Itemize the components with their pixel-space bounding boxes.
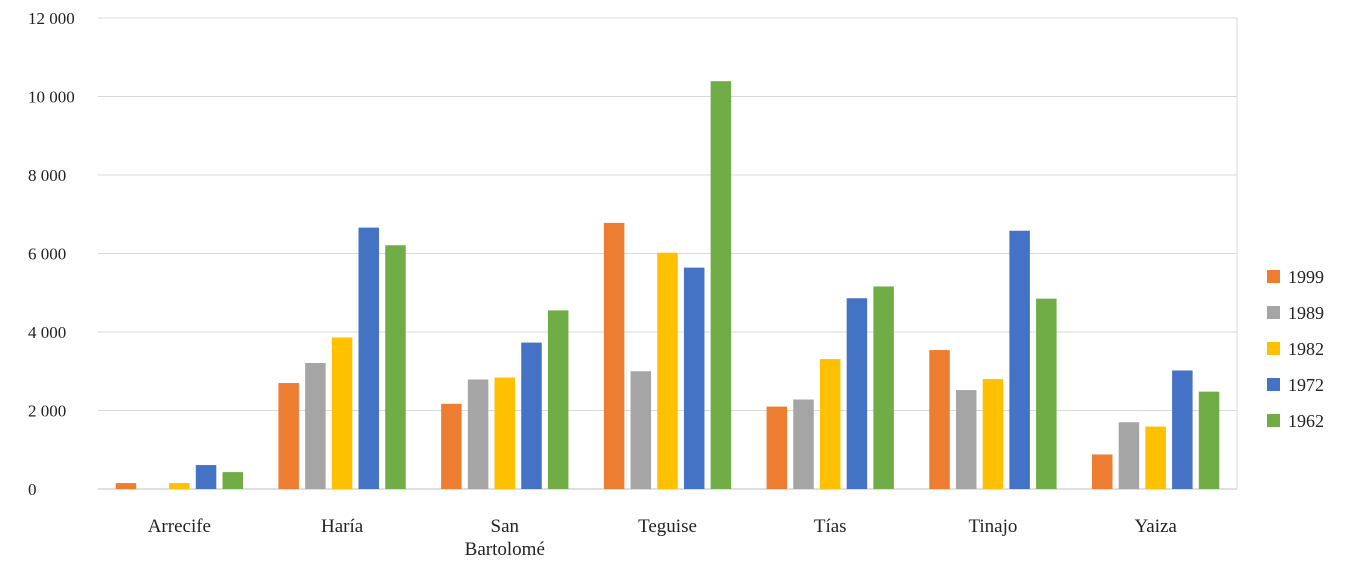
- bar: [1172, 370, 1193, 489]
- bar: [1145, 426, 1166, 489]
- bar: [331, 337, 353, 489]
- x-category-label: San: [491, 516, 520, 537]
- bar: [1009, 230, 1030, 490]
- y-tick-label: 6 000: [28, 245, 66, 264]
- y-tick-label: 4 000: [28, 323, 66, 342]
- legend-label: 1972: [1288, 375, 1324, 395]
- bar: [305, 363, 326, 489]
- x-category-label: Arrecife: [148, 516, 211, 537]
- x-category-label: Tinajo: [968, 516, 1017, 537]
- bar: [657, 252, 678, 489]
- y-tick-label: 0: [28, 480, 37, 499]
- bar: [547, 310, 569, 489]
- y-tick-label: 10 000: [28, 88, 75, 107]
- bar: [766, 406, 788, 489]
- legend-swatch: [1267, 306, 1280, 319]
- bars: [115, 81, 1220, 490]
- bar: [630, 371, 652, 489]
- bar: [710, 81, 732, 489]
- y-tick-label: 8 000: [28, 166, 66, 185]
- bar: [494, 377, 516, 489]
- bar: [1118, 422, 1140, 489]
- bar: [603, 222, 625, 489]
- bar: [441, 403, 462, 489]
- legend-label: 1999: [1288, 267, 1324, 287]
- bar: [385, 245, 406, 489]
- bar: [683, 267, 705, 489]
- bar: [195, 465, 217, 489]
- bar: [278, 383, 299, 489]
- x-category-label: Bartolomé: [465, 539, 545, 560]
- bar: [819, 359, 841, 489]
- legend-label: 1989: [1288, 303, 1324, 323]
- bar: [1091, 454, 1113, 489]
- y-tick-label: 2 000: [28, 402, 66, 421]
- bar: [467, 379, 489, 489]
- legend: 1999 1989 1982 1972 1962: [1267, 267, 1324, 431]
- bar: [793, 399, 814, 489]
- legend-swatch: [1267, 342, 1280, 355]
- legend-swatch: [1267, 414, 1280, 427]
- bar: [955, 390, 977, 489]
- bar: [1198, 391, 1220, 489]
- bar: [1036, 298, 1057, 489]
- x-category-label: Tías: [814, 516, 847, 537]
- legend-swatch: [1267, 378, 1280, 391]
- y-axis-ticks: 0 2 000 4 000 6 000 8 000 10 000 12 000: [28, 9, 75, 499]
- bar: [873, 286, 894, 489]
- bar: [222, 472, 244, 489]
- y-tick-label: 12 000: [28, 9, 75, 28]
- legend-label: 1982: [1288, 339, 1324, 359]
- x-category-label: Haría: [321, 516, 364, 537]
- bar: [982, 379, 1004, 489]
- bar: [358, 227, 380, 489]
- legend-label: 1962: [1288, 411, 1324, 431]
- x-category-label: Teguise: [638, 516, 697, 537]
- bar: [929, 350, 950, 489]
- bar: [115, 483, 137, 489]
- bar: [521, 342, 542, 489]
- bar: [169, 483, 190, 489]
- legend-swatch: [1267, 270, 1280, 283]
- bar: [846, 298, 868, 489]
- x-category-label: Yaiza: [1134, 516, 1177, 537]
